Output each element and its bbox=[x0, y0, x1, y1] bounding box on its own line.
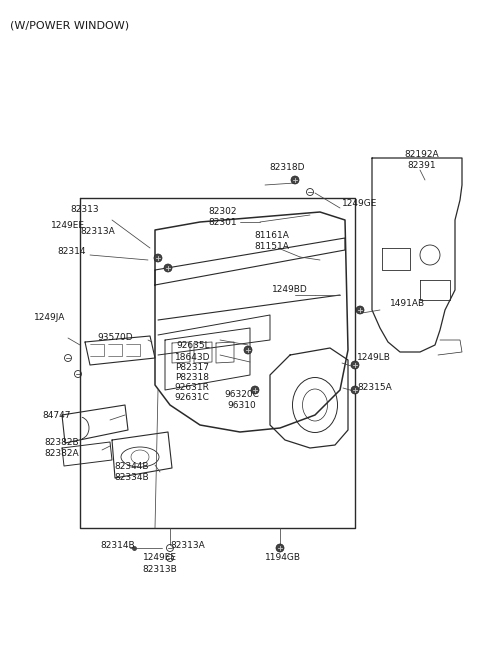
Text: 82315A: 82315A bbox=[357, 384, 392, 392]
Text: 82314B: 82314B bbox=[101, 541, 135, 550]
Text: 82313: 82313 bbox=[71, 205, 99, 215]
Text: 92631R: 92631R bbox=[175, 384, 209, 392]
Text: 82313B: 82313B bbox=[143, 565, 178, 575]
Text: 82382B
82382A: 82382B 82382A bbox=[45, 438, 79, 458]
Circle shape bbox=[356, 306, 364, 314]
Text: 82344B
82334B: 82344B 82334B bbox=[115, 462, 149, 482]
Text: 82314: 82314 bbox=[58, 247, 86, 256]
Circle shape bbox=[244, 346, 252, 354]
Text: 82313A: 82313A bbox=[170, 541, 205, 550]
Text: P82317: P82317 bbox=[175, 363, 209, 373]
Text: 1249EE: 1249EE bbox=[51, 220, 85, 230]
Circle shape bbox=[291, 176, 299, 184]
Text: 82318D: 82318D bbox=[269, 163, 305, 173]
Text: (W/POWER WINDOW): (W/POWER WINDOW) bbox=[10, 20, 129, 30]
Text: 92635L: 92635L bbox=[176, 342, 210, 350]
Text: 96320C
96310: 96320C 96310 bbox=[225, 390, 259, 410]
Circle shape bbox=[154, 254, 162, 262]
Text: 82313A: 82313A bbox=[81, 228, 115, 237]
Text: 1249GE: 1249GE bbox=[342, 199, 377, 209]
Text: 1249BD: 1249BD bbox=[272, 285, 308, 295]
Text: 92631C: 92631C bbox=[175, 394, 209, 403]
Text: 18643D: 18643D bbox=[175, 352, 211, 361]
Text: 1491AB: 1491AB bbox=[390, 298, 425, 308]
Text: 82302
82301: 82302 82301 bbox=[208, 207, 237, 227]
Text: 1249EE: 1249EE bbox=[143, 554, 177, 562]
Text: 84747: 84747 bbox=[43, 411, 71, 419]
Circle shape bbox=[351, 386, 359, 394]
Text: 82192A
82391: 82192A 82391 bbox=[405, 150, 439, 170]
Text: P82318: P82318 bbox=[175, 373, 209, 382]
Circle shape bbox=[351, 361, 359, 369]
Text: 81161A
81151A: 81161A 81151A bbox=[254, 232, 289, 251]
Circle shape bbox=[164, 264, 172, 272]
Text: 93570D: 93570D bbox=[97, 333, 133, 342]
Text: 1249LB: 1249LB bbox=[357, 354, 391, 363]
Text: 1194GB: 1194GB bbox=[265, 554, 301, 562]
Circle shape bbox=[276, 544, 284, 552]
Circle shape bbox=[251, 386, 259, 394]
Text: 1249JA: 1249JA bbox=[34, 314, 66, 323]
